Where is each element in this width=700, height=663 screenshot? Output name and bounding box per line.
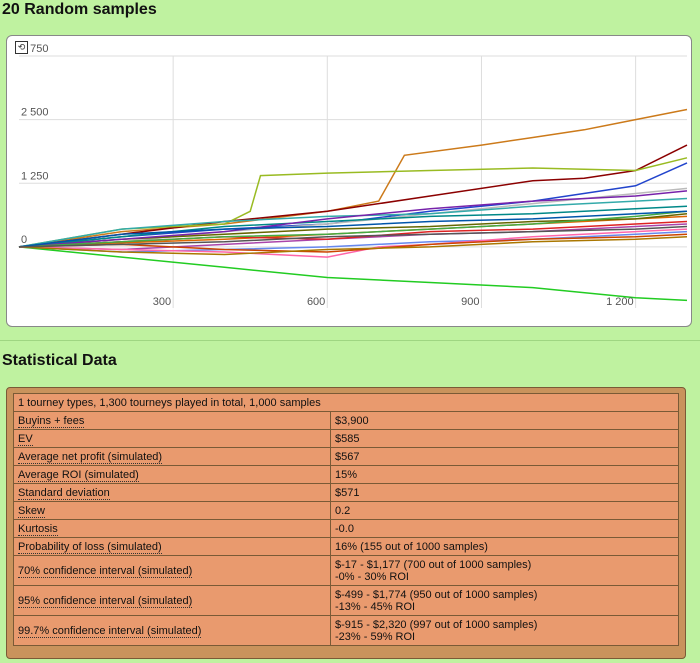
stats-label-cell: Standard deviation bbox=[13, 483, 331, 502]
stats-label-cell: Buyins + fees bbox=[13, 411, 331, 430]
stats-value: $567 bbox=[335, 450, 360, 463]
reset-zoom-icon[interactable]: ⟲ bbox=[15, 41, 28, 54]
series-line bbox=[18, 190, 688, 248]
stats-value: $-915 - $2,320 (997 out of 1000 samples) bbox=[335, 618, 538, 631]
series-line bbox=[18, 246, 688, 302]
stats-row: Average net profit (simulated) $567 bbox=[13, 447, 679, 466]
stats-label-cell: 95% confidence interval (simulated) bbox=[13, 585, 331, 616]
stats-value-secondary: -13% - 45% ROI bbox=[335, 600, 416, 613]
y-tick-label: 1 250 bbox=[21, 170, 49, 182]
stats-header: 1 tourney types, 1,300 tourneys played i… bbox=[13, 393, 679, 412]
stats-label-cell: Average ROI (simulated) bbox=[13, 465, 331, 484]
stats-value-secondary: -23% - 59% ROI bbox=[335, 630, 416, 643]
stats-value-cell: 16% (155 out of 1000 samples) bbox=[330, 537, 679, 556]
stats-value-cell: -0.0 bbox=[330, 519, 679, 538]
chart-section-title: 20 Random samples bbox=[2, 1, 157, 18]
stats-label-cell: Kurtosis bbox=[13, 519, 331, 538]
stats-value: 16% (155 out of 1000 samples) bbox=[335, 540, 488, 553]
series-line bbox=[18, 235, 688, 256]
stats-section-title: Statistical Data bbox=[2, 352, 117, 369]
stats-label[interactable]: 99.7% confidence interval (simulated) bbox=[18, 624, 202, 638]
stats-value: $-499 - $1,774 (950 out of 1000 samples) bbox=[335, 588, 538, 601]
stats-label[interactable]: EV bbox=[18, 432, 33, 446]
stats-label[interactable]: Buyins + fees bbox=[18, 414, 85, 428]
series-line bbox=[18, 210, 688, 248]
stats-value-cell: $571 bbox=[330, 483, 679, 502]
stats-value-cell: $3,900 bbox=[330, 411, 679, 430]
stats-value: $3,900 bbox=[335, 414, 369, 427]
stats-value: $-17 - $1,177 (700 out of 1000 samples) bbox=[335, 558, 532, 571]
stats-label-cell: EV bbox=[13, 429, 331, 448]
stats-label[interactable]: Probability of loss (simulated) bbox=[18, 540, 162, 554]
stats-label-cell: Skew bbox=[13, 501, 331, 520]
stats-row: Standard deviation $571 bbox=[13, 483, 679, 502]
stats-header-row: 1 tourney types, 1,300 tourneys played i… bbox=[13, 393, 679, 412]
stats-row: Probability of loss (simulated) 16% (155 … bbox=[13, 537, 679, 556]
stats-label[interactable]: Kurtosis bbox=[18, 522, 58, 536]
stats-value-cell: $-915 - $2,320 (997 out of 1000 samples)… bbox=[330, 615, 679, 646]
stats-table: 1 tourney types, 1,300 tourneys played i… bbox=[13, 393, 679, 646]
stats-label[interactable]: 95% confidence interval (simulated) bbox=[18, 594, 193, 608]
stats-value-cell: 0.2 bbox=[330, 501, 679, 520]
series-line bbox=[18, 205, 688, 248]
stats-label[interactable]: Skew bbox=[18, 504, 45, 518]
stats-label[interactable]: Standard deviation bbox=[18, 486, 110, 500]
stats-value: -0.0 bbox=[335, 522, 354, 535]
stats-row: Kurtosis -0.0 bbox=[13, 519, 679, 538]
stats-value: $571 bbox=[335, 486, 360, 499]
stats-value-cell: $-499 - $1,774 (950 out of 1000 samples)… bbox=[330, 585, 679, 616]
stats-row: 95% confidence interval (simulated) $-499… bbox=[13, 585, 679, 616]
stats-value: 15% bbox=[335, 468, 358, 481]
y-tick-label: 0 bbox=[21, 234, 27, 246]
stats-value: 0.2 bbox=[335, 504, 351, 517]
stats-row: Skew 0.2 bbox=[13, 501, 679, 520]
stats-value-cell: $-17 - $1,177 (700 out of 1000 samples) -… bbox=[330, 555, 679, 586]
stats-row: Buyins + fees $3,900 bbox=[13, 411, 679, 430]
series-line bbox=[18, 230, 688, 253]
x-tick-label: 1 200 bbox=[606, 296, 634, 308]
stats-panel: 1 tourney types, 1,300 tourneys played i… bbox=[6, 387, 686, 659]
stats-row: Average ROI (simulated) 15% bbox=[13, 465, 679, 484]
series-line bbox=[18, 144, 688, 248]
stats-value-secondary: -0% - 30% ROI bbox=[335, 570, 409, 583]
x-tick-label: 300 bbox=[153, 296, 171, 308]
stats-value: $585 bbox=[335, 432, 360, 445]
stats-value-cell: $567 bbox=[330, 447, 679, 466]
stats-label[interactable]: Average ROI (simulated) bbox=[18, 468, 139, 482]
stats-row: EV $585 bbox=[13, 429, 679, 448]
y-tick-label: 2 500 bbox=[21, 107, 49, 119]
stats-value-cell: $585 bbox=[330, 429, 679, 448]
series-line bbox=[18, 223, 688, 251]
series-line bbox=[18, 108, 688, 248]
series-line bbox=[18, 228, 688, 258]
stats-label[interactable]: 70% confidence interval (simulated) bbox=[18, 564, 193, 578]
series-line bbox=[18, 210, 688, 248]
stats-label-cell: 99.7% confidence interval (simulated) bbox=[13, 615, 331, 646]
x-tick-label: 600 bbox=[307, 296, 325, 308]
stats-label-cell: 70% confidence interval (simulated) bbox=[13, 555, 331, 586]
stats-label-cell: Probability of loss (simulated) bbox=[13, 537, 331, 556]
stats-row: 70% confidence interval (simulated) $-17 … bbox=[13, 555, 679, 586]
stats-value-cell: 15% bbox=[330, 465, 679, 484]
x-tick-label: 900 bbox=[461, 296, 479, 308]
stats-label-cell: Average net profit (simulated) bbox=[13, 447, 331, 466]
section-divider bbox=[0, 340, 700, 341]
stats-row: 99.7% confidence interval (simulated) $-9… bbox=[13, 615, 679, 646]
series-line bbox=[18, 157, 688, 248]
stats-label[interactable]: Average net profit (simulated) bbox=[18, 450, 163, 464]
series-line bbox=[18, 225, 688, 248]
series-line bbox=[18, 197, 688, 248]
